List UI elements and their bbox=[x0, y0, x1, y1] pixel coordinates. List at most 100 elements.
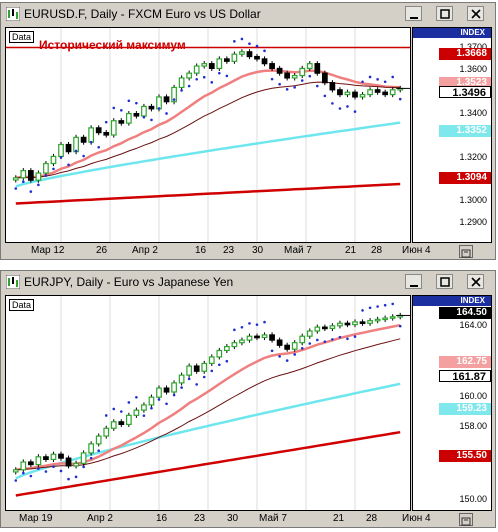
candle-body bbox=[141, 105, 147, 117]
sar-dot bbox=[346, 337, 349, 341]
candle-body bbox=[337, 89, 343, 96]
sar-dot bbox=[52, 167, 55, 171]
candle-body bbox=[208, 63, 215, 70]
sar-dot bbox=[233, 40, 236, 43]
candle-body bbox=[50, 453, 57, 461]
ma-slow-line bbox=[15, 182, 401, 205]
candle-body bbox=[88, 127, 95, 143]
scroll-icon bbox=[461, 517, 471, 526]
ma-fast-line bbox=[15, 69, 401, 180]
date-label: 16 bbox=[195, 245, 207, 256]
date-label: 30 bbox=[252, 245, 264, 256]
sar-dot bbox=[44, 470, 48, 473]
window-title: EURUSD.F, Daily - FXCM Euro vs US Dollar bbox=[24, 7, 261, 21]
ma-mid-line bbox=[15, 338, 401, 471]
sar-dot bbox=[353, 110, 357, 113]
sar-dot bbox=[218, 363, 221, 367]
minimize-button[interactable] bbox=[405, 274, 422, 289]
sar-dot bbox=[14, 479, 18, 482]
candle-body bbox=[246, 335, 253, 341]
sar-dot bbox=[37, 467, 40, 470]
maximize-button[interactable] bbox=[436, 6, 453, 21]
sar-dot bbox=[263, 320, 266, 324]
chart-app-icon bbox=[6, 7, 20, 21]
candle-body bbox=[125, 112, 132, 124]
scroll-button[interactable] bbox=[459, 245, 473, 258]
sar-dot bbox=[157, 398, 161, 401]
price-tick: 1.3200 bbox=[459, 152, 487, 162]
sar-dot bbox=[104, 414, 108, 417]
historical-max-price-tag: 1.3668 bbox=[439, 48, 491, 60]
sar-dot bbox=[308, 74, 312, 78]
candle-body bbox=[65, 457, 72, 467]
date-label: 28 bbox=[371, 245, 383, 256]
minimize-button[interactable] bbox=[405, 6, 422, 21]
sar-dot bbox=[82, 154, 85, 158]
sar-dot bbox=[255, 44, 259, 48]
date-label: Мар 12 bbox=[31, 245, 65, 256]
maximize-button[interactable] bbox=[436, 274, 453, 289]
sar-dot bbox=[391, 75, 394, 79]
candle-body bbox=[352, 91, 358, 98]
sar-dot bbox=[74, 149, 78, 153]
price-plot-area[interactable]: Data bbox=[5, 295, 411, 511]
candle-body bbox=[352, 321, 358, 326]
sar-dot bbox=[89, 456, 93, 460]
candle-body bbox=[20, 461, 27, 471]
candle-body bbox=[223, 58, 230, 62]
sar-dot bbox=[97, 145, 100, 149]
sar-dot bbox=[195, 77, 198, 81]
sar-dot bbox=[165, 112, 168, 115]
candle-body bbox=[178, 374, 185, 384]
sar-dot bbox=[127, 99, 131, 103]
date-label: Мар 19 bbox=[19, 513, 53, 524]
date-label: Май 7 bbox=[284, 245, 312, 256]
candle-body bbox=[389, 316, 396, 319]
ma-fast-price-tag: 162.75 bbox=[439, 356, 491, 368]
candle-body bbox=[374, 89, 381, 93]
chart-window-eurusd: EURUSD.F, Daily - FXCM Euro vs US Dollar… bbox=[0, 2, 496, 260]
close-button[interactable] bbox=[467, 6, 484, 21]
sar-dot bbox=[240, 37, 244, 41]
price-plot-area[interactable]: Data Исторический максимум bbox=[5, 27, 411, 243]
time-axis: Мар 19 Апр 2 16 23 30 Май 7 21 28 Июн 4 bbox=[5, 512, 431, 526]
close-button[interactable] bbox=[467, 274, 484, 289]
sar-dot bbox=[278, 82, 281, 86]
candle-body bbox=[231, 53, 238, 62]
index-label: INDEX bbox=[413, 296, 491, 306]
minimize-icon bbox=[410, 17, 418, 19]
title-bar[interactable]: EURUSD.F, Daily - FXCM Euro vs US Dollar bbox=[1, 3, 495, 25]
sar-dot bbox=[248, 42, 251, 45]
sar-dot bbox=[97, 449, 100, 452]
date-label: 26 bbox=[96, 245, 108, 256]
candle-body bbox=[118, 421, 125, 426]
sar-dot bbox=[142, 115, 146, 119]
candle-body bbox=[254, 335, 260, 339]
candle-body bbox=[163, 96, 170, 103]
sar-dot bbox=[67, 163, 70, 167]
scroll-icon bbox=[461, 249, 471, 258]
sar-dot bbox=[383, 80, 387, 84]
sar-dot bbox=[285, 359, 289, 362]
title-bar[interactable]: EURJPY, Daily - Euro vs Japanese Yen bbox=[1, 271, 495, 293]
candle-body bbox=[382, 91, 389, 96]
scroll-button[interactable] bbox=[459, 513, 473, 526]
candle-body bbox=[374, 318, 381, 322]
sar-dot bbox=[255, 323, 259, 326]
date-label: 28 bbox=[366, 513, 378, 524]
sar-dot bbox=[368, 75, 372, 79]
sar-dot bbox=[150, 118, 153, 122]
window-title: EURJPY, Daily - Euro vs Japanese Yen bbox=[24, 275, 234, 289]
sar-dot bbox=[240, 325, 244, 329]
candle-body bbox=[359, 321, 366, 325]
date-label: 21 bbox=[333, 513, 345, 524]
date-label: 16 bbox=[156, 513, 168, 524]
sar-dot bbox=[338, 107, 342, 110]
candle-body bbox=[201, 362, 208, 372]
candle-body bbox=[58, 453, 64, 459]
candle-body bbox=[35, 172, 42, 181]
candle-body bbox=[321, 326, 328, 330]
ma-cyan-price-tag: 159.23 bbox=[439, 403, 491, 415]
candle-body bbox=[156, 96, 162, 110]
candle-body bbox=[261, 334, 268, 339]
